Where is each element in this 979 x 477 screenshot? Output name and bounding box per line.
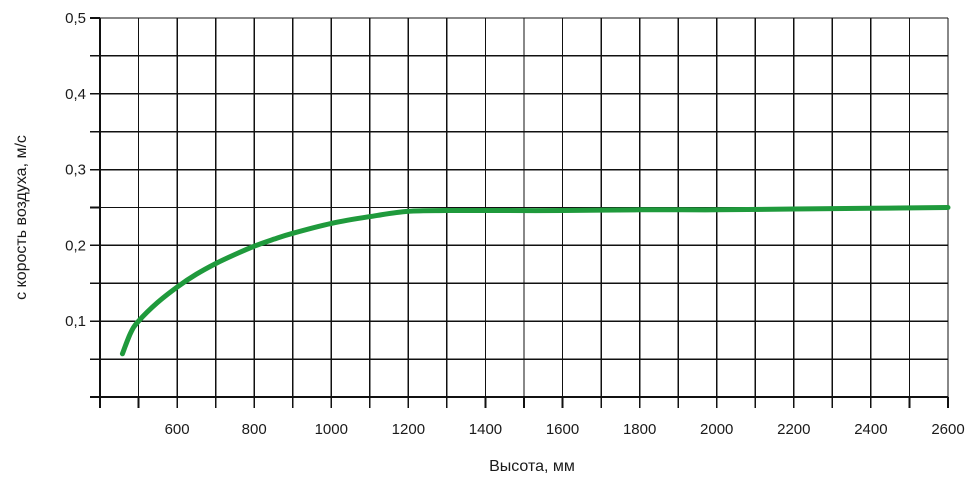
y-tick-label: 0,2 (65, 237, 86, 254)
x-tick-label: 600 (165, 421, 190, 438)
y-tick-label: 0,3 (65, 162, 86, 179)
x-tick-label: 800 (242, 421, 267, 438)
x-tick-label: 1600 (546, 421, 579, 438)
series-layer (119, 205, 951, 357)
x-tick-label: 2200 (777, 421, 810, 438)
y-axis-title: с корость воздуха, м/с (13, 135, 30, 300)
grid (100, 17, 949, 397)
x-axis-title: Высота, мм (489, 458, 575, 475)
x-tick-label: 2000 (700, 421, 733, 438)
y-tick-label: 0,5 (65, 10, 86, 27)
x-tick-label: 1800 (623, 421, 656, 438)
y-tick-label: 0,1 (65, 313, 86, 330)
x-tick-label: 1200 (392, 421, 425, 438)
series-line (119, 205, 951, 357)
x-tick-label: 2400 (854, 421, 887, 438)
axes (90, 17, 949, 408)
x-tick-label: 1000 (315, 421, 348, 438)
x-tick-label: 1400 (469, 421, 502, 438)
y-tick-label: 0,4 (65, 86, 86, 103)
x-tick-label: 2600 (931, 421, 964, 438)
tick-labels: 0,1 0,2 0,3 0,4 0,5 600 800 1000 1200 1400 1600 180… (65, 10, 965, 438)
